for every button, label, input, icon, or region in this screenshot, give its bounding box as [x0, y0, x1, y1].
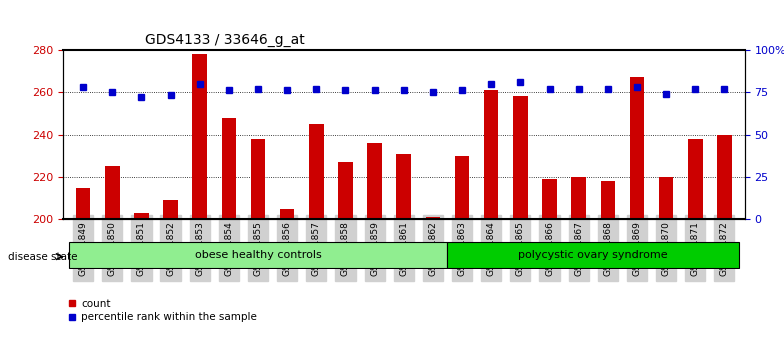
Bar: [280, 209, 295, 219]
Bar: [192, 54, 207, 219]
Bar: [717, 135, 731, 219]
Text: GDS4133 / 33646_g_at: GDS4133 / 33646_g_at: [144, 33, 304, 47]
Text: obese healthy controls: obese healthy controls: [194, 250, 321, 260]
Bar: [601, 181, 615, 219]
Bar: [572, 177, 586, 219]
Bar: [76, 188, 90, 219]
Bar: [397, 154, 411, 219]
Bar: [513, 96, 528, 219]
Bar: [134, 213, 149, 219]
Bar: [309, 124, 324, 219]
Text: disease state: disease state: [8, 252, 78, 262]
Bar: [368, 143, 382, 219]
Bar: [338, 162, 353, 219]
Bar: [688, 139, 702, 219]
Bar: [455, 156, 470, 219]
Bar: [251, 139, 265, 219]
Bar: [630, 77, 644, 219]
Text: polycystic ovary syndrome: polycystic ovary syndrome: [518, 250, 668, 260]
Bar: [222, 118, 236, 219]
Bar: [105, 166, 119, 219]
Bar: [163, 200, 178, 219]
Bar: [659, 177, 673, 219]
Legend: count, percentile rank within the sample: count, percentile rank within the sample: [68, 299, 257, 322]
Bar: [426, 217, 440, 219]
FancyBboxPatch shape: [68, 242, 448, 268]
Bar: [484, 90, 499, 219]
FancyBboxPatch shape: [448, 242, 739, 268]
Bar: [543, 179, 557, 219]
